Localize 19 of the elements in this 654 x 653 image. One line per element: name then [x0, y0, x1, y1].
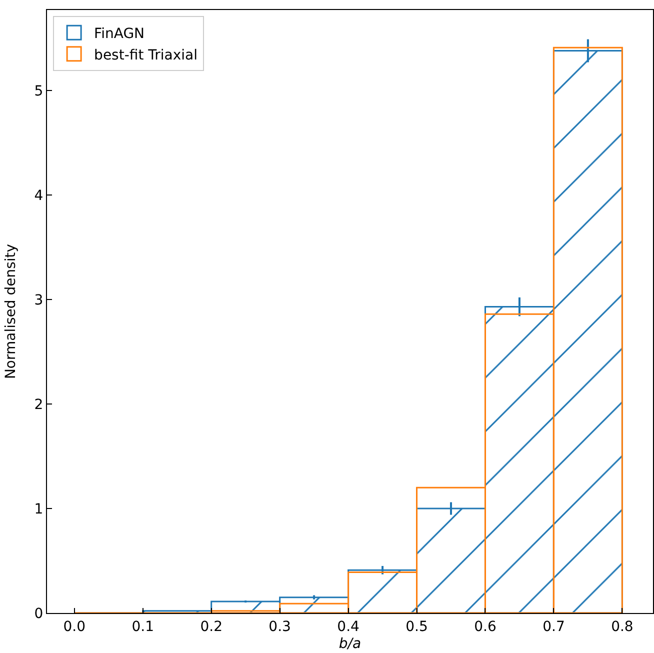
x-tick-label: 0.7 — [542, 618, 565, 635]
x-tick-label: 0.8 — [611, 618, 634, 635]
y-axis-title: Normalised density — [2, 244, 19, 380]
y-tick-label: 0 — [34, 606, 44, 622]
x-tick-label: 0.4 — [337, 618, 360, 635]
legend-label: best-fit Triaxial — [94, 47, 198, 64]
y-tick-label: 2 — [34, 396, 44, 413]
x-tick-label: 0.3 — [268, 618, 291, 635]
y-tick-label: 1 — [34, 501, 44, 518]
x-axis-title: b/a — [338, 636, 362, 652]
x-tick-label: 0.6 — [474, 618, 496, 635]
y-tick-label: 3 — [34, 292, 44, 308]
x-tick-label: 0.5 — [406, 618, 428, 635]
y-tick-label: 5 — [34, 83, 44, 100]
x-tick-label: 0.0 — [63, 618, 86, 635]
legend-label: FinAGN — [94, 26, 145, 42]
x-tick-label: 0.1 — [132, 618, 154, 635]
y-tick-label: 4 — [34, 188, 44, 204]
x-tick-label: 0.2 — [200, 618, 222, 635]
